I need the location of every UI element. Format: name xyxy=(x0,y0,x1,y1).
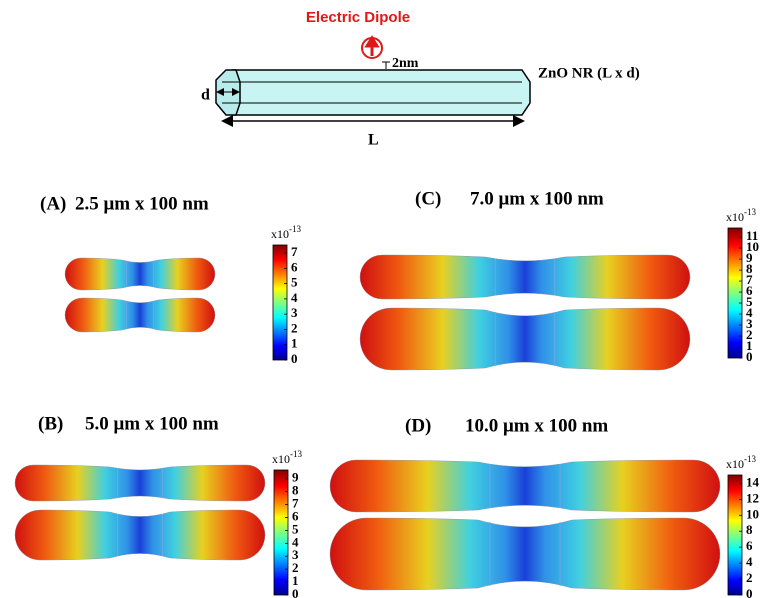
colorbar-tick-label: 6 xyxy=(746,538,753,553)
multiplier-exponent: -13 xyxy=(290,449,302,459)
colorbar-multiplier: x10-13 xyxy=(271,224,301,241)
multiplier-base: x10 xyxy=(271,227,289,241)
colorbar-tick-label: 8 xyxy=(746,522,753,537)
colorbar-tick-label: 0 xyxy=(746,586,753,598)
colorbar-tick-label: 9 xyxy=(292,470,299,485)
colorbar-tick-label: 4 xyxy=(291,290,298,305)
colorbar-tick-label: 11 xyxy=(746,228,758,243)
rod xyxy=(222,70,530,115)
panel-size: 7.0 μm x 100 nm xyxy=(470,188,604,209)
panel-size: 10.0 μm x 100 nm xyxy=(465,415,608,436)
colorbar-tick-label: 7 xyxy=(291,244,298,259)
multiplier-base: x10 xyxy=(272,452,290,466)
colorbar xyxy=(274,470,288,595)
panel-size: 5.0 μm x 100 nm xyxy=(85,413,219,434)
field-lobe xyxy=(65,298,215,332)
colorbar-tick-label: 3 xyxy=(291,305,298,320)
colorbar-multiplier: x10-13 xyxy=(726,454,756,471)
multiplier-base: x10 xyxy=(726,210,744,224)
colorbar-tick-label: 7 xyxy=(292,496,299,511)
panel-id: (C) xyxy=(415,188,441,209)
gap-marker xyxy=(382,62,390,69)
panel-id: (D) xyxy=(405,415,431,436)
colorbar-tick-label: 6 xyxy=(292,508,299,523)
multiplier-exponent: -13 xyxy=(744,454,756,464)
colorbar-tick-label: 6 xyxy=(291,259,298,274)
multiplier-exponent: -13 xyxy=(744,207,756,217)
colorbar-tick-label: 5 xyxy=(292,521,299,536)
colorbar-tick-label: 3 xyxy=(292,547,299,562)
colorbar-tick-label: 12 xyxy=(746,490,759,505)
field-lobe xyxy=(360,308,690,370)
multiplier-base: x10 xyxy=(726,457,744,471)
panel-size: 2.5 μm x 100 nm xyxy=(75,193,209,214)
dipole-label: Electric Dipole xyxy=(306,9,410,26)
panel-id: (A) xyxy=(40,193,66,214)
field-lobe xyxy=(330,460,720,512)
colorbar-multiplier: x10-13 xyxy=(272,449,302,466)
colorbar-tick-label: 8 xyxy=(292,483,299,498)
colorbar-tick-label: 2 xyxy=(291,320,298,335)
colorbar-tick-label: 5 xyxy=(291,275,298,290)
colorbar-tick-label: 1 xyxy=(291,336,298,351)
colorbar-tick-label: 2 xyxy=(292,560,299,575)
gap-label: 2nm xyxy=(392,56,419,71)
field-lobe xyxy=(330,518,720,590)
figure: Electric Dipole 2nm ZnO NR (L x d) d L (… xyxy=(0,0,769,598)
field-lobe xyxy=(15,510,265,560)
colorbar-tick-label: 1 xyxy=(292,573,299,588)
colorbar-multiplier: x10-13 xyxy=(726,207,756,224)
rod-label: ZnO NR (L x d) xyxy=(538,65,640,81)
colorbar xyxy=(273,245,287,360)
colorbar xyxy=(728,475,742,595)
diameter-label: d xyxy=(201,87,210,104)
colorbar-tick-label: 4 xyxy=(292,534,299,549)
panel-id: (B) xyxy=(38,413,63,434)
field-lobe xyxy=(15,465,265,501)
multiplier-exponent: -13 xyxy=(289,224,301,234)
length-label: L xyxy=(368,132,379,149)
colorbar-tick-label: 4 xyxy=(746,554,753,569)
colorbar-tick-label: 14 xyxy=(746,474,760,489)
field-lobe xyxy=(360,255,690,299)
colorbar-tick-label: 0 xyxy=(291,351,298,366)
colorbar-tick-label: 2 xyxy=(746,570,753,585)
colorbar-tick-label: 10 xyxy=(746,506,759,521)
colorbar xyxy=(728,228,742,358)
field-lobe xyxy=(65,258,215,290)
